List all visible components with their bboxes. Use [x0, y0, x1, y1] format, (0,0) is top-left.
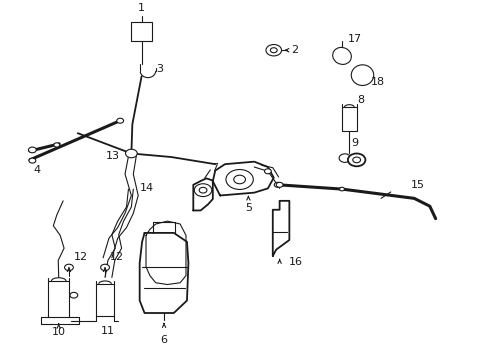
Text: 12: 12 [74, 252, 88, 262]
Circle shape [338, 154, 350, 162]
Text: 9: 9 [350, 138, 357, 148]
Circle shape [233, 175, 245, 184]
Bar [48, 281, 69, 316]
Circle shape [270, 48, 277, 53]
Circle shape [64, 264, 73, 271]
Text: 15: 15 [410, 180, 425, 190]
Text: 1: 1 [138, 3, 145, 13]
Circle shape [29, 158, 36, 163]
Text: 14: 14 [140, 183, 153, 193]
Text: 10: 10 [52, 327, 65, 337]
Circle shape [54, 143, 60, 147]
Circle shape [276, 182, 283, 187]
Bar [341, 107, 356, 131]
Circle shape [199, 187, 206, 193]
Circle shape [265, 45, 281, 56]
Bar [131, 22, 152, 41]
Circle shape [347, 153, 365, 166]
Circle shape [28, 147, 36, 153]
Bar [96, 284, 114, 316]
Circle shape [125, 149, 137, 158]
Circle shape [264, 169, 271, 174]
Text: 4: 4 [34, 165, 41, 175]
Text: 7: 7 [211, 163, 218, 173]
Text: 6: 6 [160, 335, 167, 345]
Circle shape [194, 184, 211, 197]
Text: 17: 17 [347, 34, 361, 44]
Ellipse shape [350, 65, 373, 85]
Text: 16: 16 [288, 257, 302, 267]
Text: 11: 11 [100, 326, 114, 336]
Text: 5: 5 [244, 203, 251, 213]
Text: 12: 12 [110, 252, 124, 262]
Text: 2: 2 [291, 45, 298, 55]
Circle shape [70, 292, 78, 298]
Ellipse shape [332, 48, 351, 64]
Circle shape [117, 118, 123, 123]
Circle shape [101, 264, 109, 271]
Text: 13: 13 [106, 150, 120, 161]
Circle shape [225, 170, 253, 189]
Text: 18: 18 [370, 77, 385, 87]
Circle shape [274, 182, 281, 187]
Circle shape [339, 187, 344, 191]
Circle shape [352, 157, 360, 163]
Text: 3: 3 [156, 64, 163, 74]
Text: 8: 8 [357, 95, 364, 105]
